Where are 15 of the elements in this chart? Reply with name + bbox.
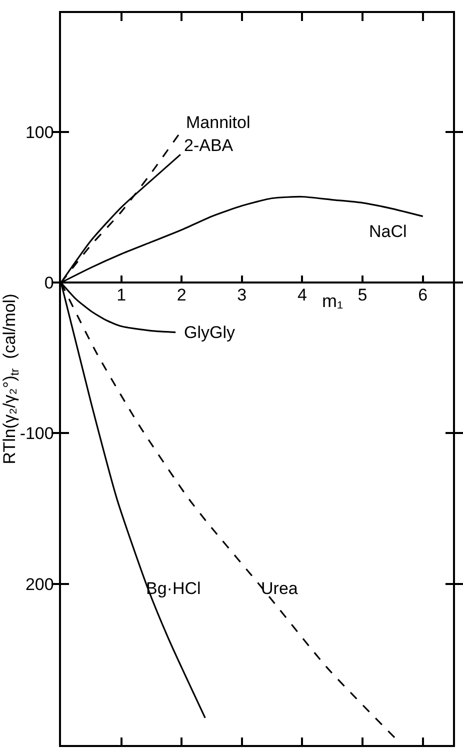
x-tick-label: 3 xyxy=(237,286,247,305)
series-label: NaCl xyxy=(369,222,407,241)
x-axis-title: m₁ xyxy=(322,291,344,311)
x-tick-label: 2 xyxy=(176,286,186,305)
series-label: Urea xyxy=(261,579,298,598)
x-tick-label: 5 xyxy=(358,286,368,305)
x-tick-label: 6 xyxy=(418,286,428,305)
y-tick-label: 200 xyxy=(25,574,54,594)
series-label: 2-ABA xyxy=(184,136,234,155)
series-label: Mannitol xyxy=(186,113,250,132)
x-tick-label: 4 xyxy=(297,286,307,305)
series-label: GlyGly xyxy=(184,323,236,342)
y-tick-label: -100 xyxy=(20,424,54,444)
y-tick-label: 100 xyxy=(25,122,54,142)
x-tick-label: 1 xyxy=(116,286,126,305)
